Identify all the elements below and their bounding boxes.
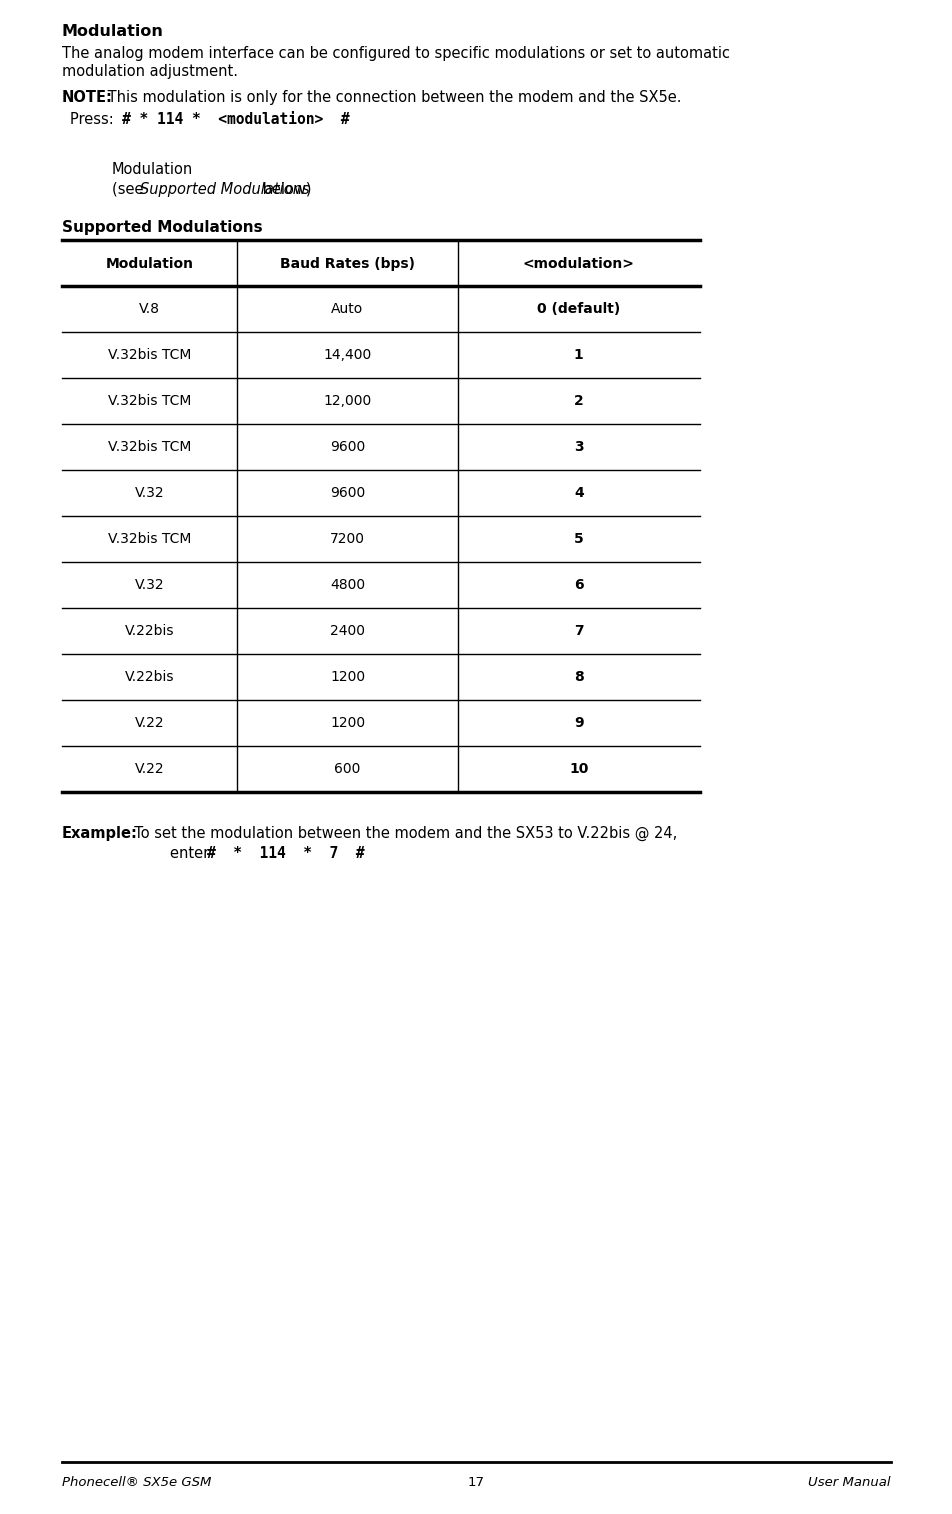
Text: 7: 7 xyxy=(573,624,583,637)
Text: V.32bis TCM: V.32bis TCM xyxy=(108,348,191,362)
Text: modulation adjustment.: modulation adjustment. xyxy=(62,64,238,79)
Text: 9600: 9600 xyxy=(329,441,365,454)
Text: 4800: 4800 xyxy=(329,578,365,592)
Text: Auto: Auto xyxy=(331,301,364,316)
Text: 3: 3 xyxy=(573,441,583,454)
Text: Supported Modulations: Supported Modulations xyxy=(62,220,263,235)
Text: 0 (default): 0 (default) xyxy=(537,301,620,316)
Text: #  *  114  *  7  #: # * 114 * 7 # xyxy=(207,846,364,861)
Text: 7200: 7200 xyxy=(329,531,365,547)
Text: V.32bis TCM: V.32bis TCM xyxy=(108,394,191,407)
Text: V.8: V.8 xyxy=(139,301,160,316)
Text: 1200: 1200 xyxy=(329,716,365,730)
Text: 6: 6 xyxy=(573,578,583,592)
Text: 17: 17 xyxy=(467,1476,485,1488)
Text: Example:: Example: xyxy=(62,827,138,840)
Text: 4: 4 xyxy=(573,486,583,500)
Text: This modulation is only for the connection between the modem and the SX5e.: This modulation is only for the connecti… xyxy=(103,89,681,104)
Text: Modulation: Modulation xyxy=(112,162,193,177)
Text: 9600: 9600 xyxy=(329,486,365,500)
Text: 2400: 2400 xyxy=(329,624,365,637)
Text: Modulation: Modulation xyxy=(106,257,193,271)
Text: V.32bis TCM: V.32bis TCM xyxy=(108,531,191,547)
Text: V.22bis: V.22bis xyxy=(125,671,174,684)
Text: V.22: V.22 xyxy=(135,716,165,730)
Text: V.22bis: V.22bis xyxy=(125,624,174,637)
Text: V.32: V.32 xyxy=(135,486,165,500)
Text: V.32bis TCM: V.32bis TCM xyxy=(108,441,191,454)
Text: V.22: V.22 xyxy=(135,762,165,777)
Text: Modulation: Modulation xyxy=(62,24,164,39)
Text: 2: 2 xyxy=(573,394,583,407)
Text: 9: 9 xyxy=(573,716,583,730)
Text: below): below) xyxy=(258,182,311,197)
Text: 1: 1 xyxy=(573,348,583,362)
Text: 8: 8 xyxy=(573,671,583,684)
Text: Phonecell® SX5e GSM: Phonecell® SX5e GSM xyxy=(62,1476,211,1488)
Text: Supported Modulations: Supported Modulations xyxy=(140,182,309,197)
Text: 1200: 1200 xyxy=(329,671,365,684)
Text: NOTE:: NOTE: xyxy=(62,89,112,104)
Text: Baud Rates (bps): Baud Rates (bps) xyxy=(280,257,414,271)
Text: Press:: Press: xyxy=(69,112,123,127)
Text: enter: enter xyxy=(169,846,218,861)
Text: The analog modem interface can be configured to specific modulations or set to a: The analog modem interface can be config… xyxy=(62,45,729,61)
Text: 600: 600 xyxy=(334,762,360,777)
Text: 12,000: 12,000 xyxy=(323,394,371,407)
Text: # * 114 *  <modulation>  #: # * 114 * <modulation> # xyxy=(122,112,349,127)
Text: 10: 10 xyxy=(568,762,587,777)
Text: <modulation>: <modulation> xyxy=(523,257,634,271)
Text: V.32: V.32 xyxy=(135,578,165,592)
Text: To set the modulation between the modem and the SX53 to V.22bis @ 24,: To set the modulation between the modem … xyxy=(125,827,677,842)
Text: 5: 5 xyxy=(573,531,583,547)
Text: User Manual: User Manual xyxy=(807,1476,890,1488)
Text: 14,400: 14,400 xyxy=(323,348,371,362)
Text: (see: (see xyxy=(112,182,148,197)
